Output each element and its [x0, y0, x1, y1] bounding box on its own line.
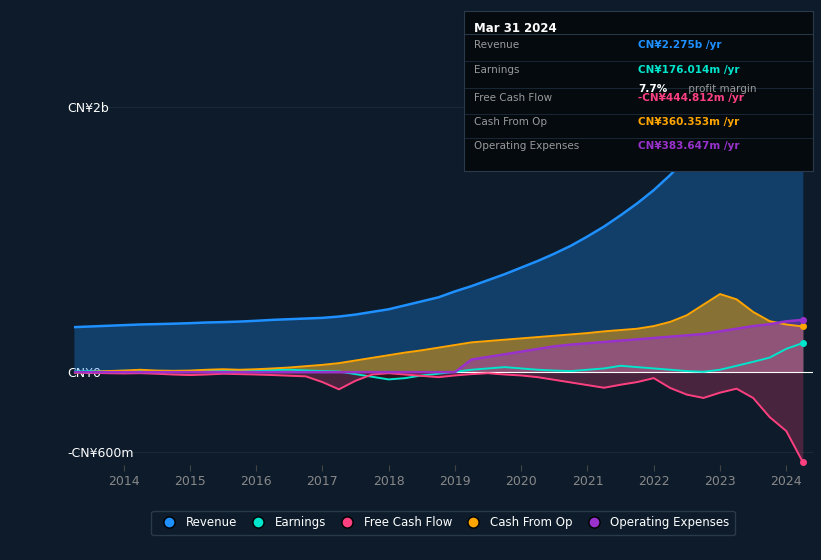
- Text: CN¥176.014m /yr: CN¥176.014m /yr: [639, 66, 740, 76]
- Text: CN¥360.353m /yr: CN¥360.353m /yr: [639, 116, 740, 127]
- Text: Cash From Op: Cash From Op: [475, 116, 548, 127]
- Text: Revenue: Revenue: [475, 40, 520, 50]
- Text: Mar 31 2024: Mar 31 2024: [475, 22, 557, 35]
- Text: Free Cash Flow: Free Cash Flow: [475, 92, 553, 102]
- Text: 7.7%: 7.7%: [639, 84, 667, 94]
- Text: profit margin: profit margin: [686, 84, 757, 94]
- Text: Earnings: Earnings: [475, 66, 520, 76]
- Text: CN¥383.647m /yr: CN¥383.647m /yr: [639, 141, 740, 151]
- Text: -CN¥444.812m /yr: -CN¥444.812m /yr: [639, 92, 744, 102]
- Text: CN¥2.275b /yr: CN¥2.275b /yr: [639, 40, 722, 50]
- Legend: Revenue, Earnings, Free Cash Flow, Cash From Op, Operating Expenses: Revenue, Earnings, Free Cash Flow, Cash …: [151, 511, 736, 535]
- Text: Operating Expenses: Operating Expenses: [475, 141, 580, 151]
